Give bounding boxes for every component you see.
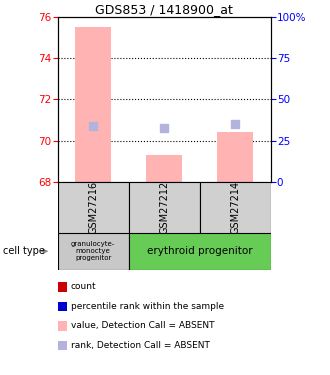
Title: GDS853 / 1418900_at: GDS853 / 1418900_at bbox=[95, 3, 233, 16]
Text: value, Detection Call = ABSENT: value, Detection Call = ABSENT bbox=[71, 321, 214, 330]
Text: count: count bbox=[71, 282, 97, 291]
Text: GSM27216: GSM27216 bbox=[88, 181, 98, 234]
Text: percentile rank within the sample: percentile rank within the sample bbox=[71, 302, 224, 311]
Text: cell type: cell type bbox=[3, 246, 45, 256]
Bar bbox=[200, 182, 271, 232]
Text: granulocyte-
monoctye
progenitor: granulocyte- monoctye progenitor bbox=[71, 241, 116, 261]
Bar bbox=[58, 232, 129, 270]
Bar bbox=[147, 155, 182, 182]
Text: rank, Detection Call = ABSENT: rank, Detection Call = ABSENT bbox=[71, 341, 210, 350]
Point bbox=[232, 121, 238, 127]
Bar bbox=[129, 232, 271, 270]
Text: GSM27212: GSM27212 bbox=[159, 181, 169, 234]
Bar bbox=[217, 132, 253, 182]
Text: erythroid progenitor: erythroid progenitor bbox=[147, 246, 252, 256]
Bar bbox=[58, 182, 129, 232]
Point bbox=[90, 123, 96, 129]
Point bbox=[162, 125, 167, 131]
Text: GSM27214: GSM27214 bbox=[230, 181, 240, 234]
Bar bbox=[76, 27, 111, 182]
Bar bbox=[129, 182, 200, 232]
